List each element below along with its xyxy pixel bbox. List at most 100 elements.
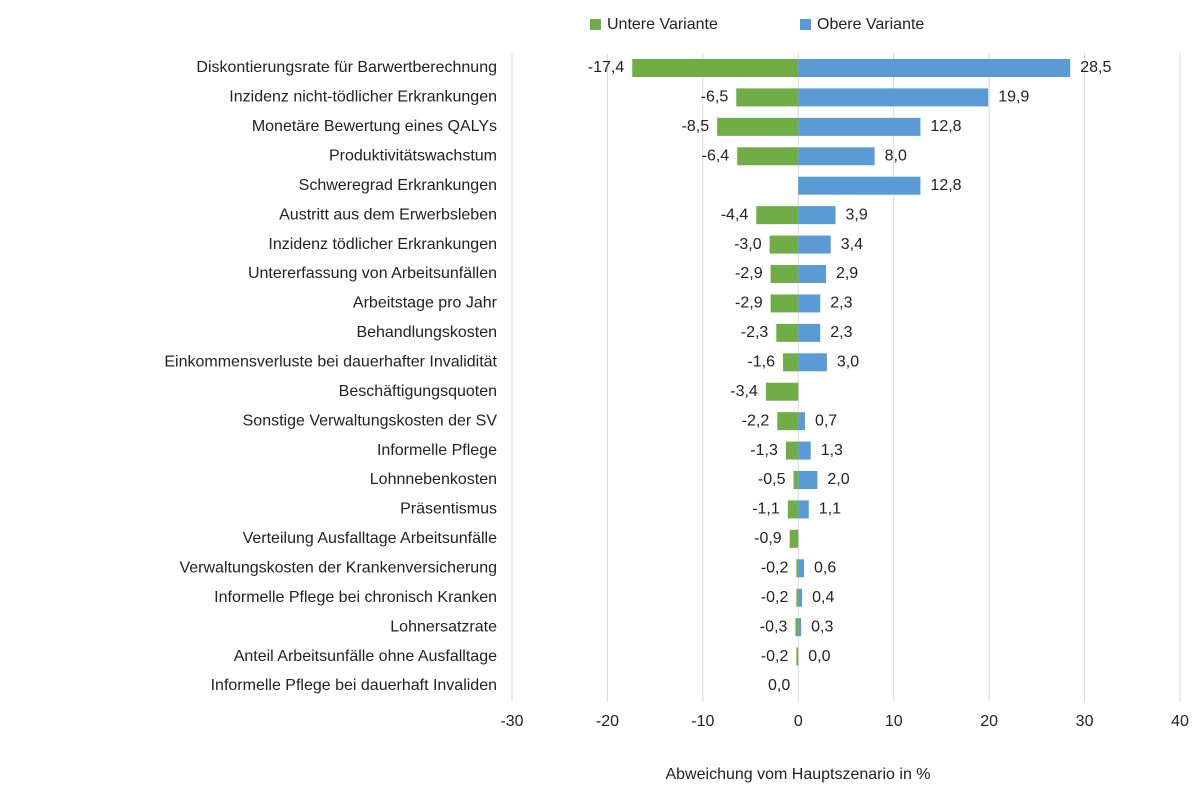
data-label: -0,2: [761, 648, 789, 665]
data-label: -17,4: [588, 59, 625, 76]
bar: [717, 117, 799, 136]
data-label: -0,9: [754, 530, 782, 547]
bar: [796, 559, 799, 578]
bar: [770, 265, 799, 283]
x-tick-label: 40: [1171, 713, 1189, 730]
bar: [796, 647, 799, 666]
data-label: -0,5: [758, 471, 786, 488]
bar: [777, 412, 799, 431]
data-label: -6,5: [701, 89, 729, 106]
category-label: Verwaltungskosten der Krankenversicherun…: [179, 560, 497, 577]
category-label: Informelle Pflege bei dauerhaft Invalide…: [211, 677, 497, 694]
bar: [798, 235, 831, 254]
category-label: Diskontierungsrate für Barwertberechnung: [196, 59, 497, 76]
bar: [765, 382, 799, 401]
category-label: Beschäftigungsquoten: [339, 383, 497, 400]
bar: [783, 353, 799, 372]
data-label: 1,1: [819, 501, 841, 518]
data-label: -8,5: [682, 118, 710, 135]
x-tick-label: -10: [691, 713, 714, 730]
data-label: 0,3: [811, 618, 833, 635]
category-label: Produktivitätswachstum: [329, 148, 497, 165]
data-label: 28,5: [1080, 59, 1111, 76]
bar: [798, 147, 875, 166]
x-tick-label: -20: [596, 713, 619, 730]
category-label: Informelle Pflege bei chronisch Kranken: [214, 589, 497, 606]
data-label: 12,8: [930, 118, 961, 135]
data-label: -2,3: [741, 324, 769, 341]
bar: [798, 412, 805, 431]
bar: [798, 441, 811, 460]
category-label: Lohnersatzrate: [390, 618, 497, 635]
category-label: Austritt aus dem Erwerbsleben: [279, 206, 497, 223]
legend-swatch: [590, 19, 601, 30]
data-label: 3,4: [841, 236, 863, 253]
legend-label: Untere Variante: [607, 16, 718, 33]
category-label: Schweregrad Erkrankungen: [299, 177, 497, 194]
data-label: -1,6: [747, 354, 775, 371]
bar: [785, 441, 799, 460]
bar: [632, 59, 799, 77]
data-label: 0,4: [812, 589, 834, 606]
bar: [798, 471, 818, 489]
data-label: -4,4: [721, 206, 749, 223]
data-label: 0,0: [808, 648, 830, 665]
data-label: -2,2: [742, 412, 770, 429]
bar: [770, 294, 799, 313]
bar: [796, 588, 799, 607]
x-tick-label: 30: [1076, 713, 1094, 730]
category-label: Arbeitstage pro Jahr: [353, 295, 498, 312]
bar: [769, 235, 799, 254]
data-label: 0,6: [814, 560, 836, 577]
bar: [798, 206, 836, 225]
data-label: 3,9: [846, 206, 868, 223]
category-label: Monetäre Bewertung eines QALYs: [252, 118, 497, 135]
bar: [789, 529, 799, 548]
data-label: -0,2: [761, 560, 789, 577]
category-label: Verteilung Ausfalltage Arbeitsunfälle: [243, 530, 498, 547]
bar: [776, 323, 799, 342]
x-axis-title: Abweichung vom Hauptszenario in %: [665, 766, 930, 783]
legend-label: Obere Variante: [817, 16, 924, 33]
bar: [795, 618, 799, 637]
data-label: 1,3: [821, 442, 843, 459]
category-label: Behandlungskosten: [356, 324, 497, 341]
bar: [798, 353, 827, 372]
data-label: 8,0: [885, 148, 907, 165]
category-label: Sonstige Verwaltungskosten der SV: [243, 412, 498, 429]
bar: [798, 265, 826, 283]
data-label: 0,7: [815, 412, 837, 429]
bar: [798, 176, 921, 195]
bar: [798, 500, 809, 519]
data-label: -2,9: [735, 295, 763, 312]
bar: [798, 588, 803, 607]
data-label: -1,3: [750, 442, 778, 459]
category-label: Präsentismus: [400, 501, 497, 518]
bar: [737, 147, 799, 166]
bar: [798, 59, 1071, 77]
category-label: Lohnnebenkosten: [370, 471, 497, 488]
bar: [798, 117, 921, 136]
data-label: 12,8: [930, 177, 961, 194]
bar: [756, 206, 799, 225]
data-label: 19,9: [998, 89, 1029, 106]
category-label: Untererfassung von Arbeitsunfällen: [248, 265, 497, 282]
x-tick-label: 20: [980, 713, 998, 730]
bar: [798, 618, 802, 637]
bar: [798, 323, 821, 342]
x-tick-label: 10: [885, 713, 903, 730]
data-label: -3,4: [730, 383, 758, 400]
category-label: Inzidenz nicht-tödlicher Erkrankungen: [229, 89, 497, 106]
legend-swatch: [800, 19, 811, 30]
x-tick-label: 0: [794, 713, 803, 730]
bar: [798, 294, 821, 313]
bar: [798, 88, 989, 107]
data-label: 2,9: [836, 265, 858, 282]
data-label: -0,2: [761, 589, 789, 606]
data-label: -0,3: [760, 618, 788, 635]
data-label: 2,0: [827, 471, 849, 488]
bar: [787, 500, 799, 519]
category-label: Einkommensverluste bei dauerhafter Inval…: [164, 354, 497, 371]
bar: [798, 559, 805, 578]
